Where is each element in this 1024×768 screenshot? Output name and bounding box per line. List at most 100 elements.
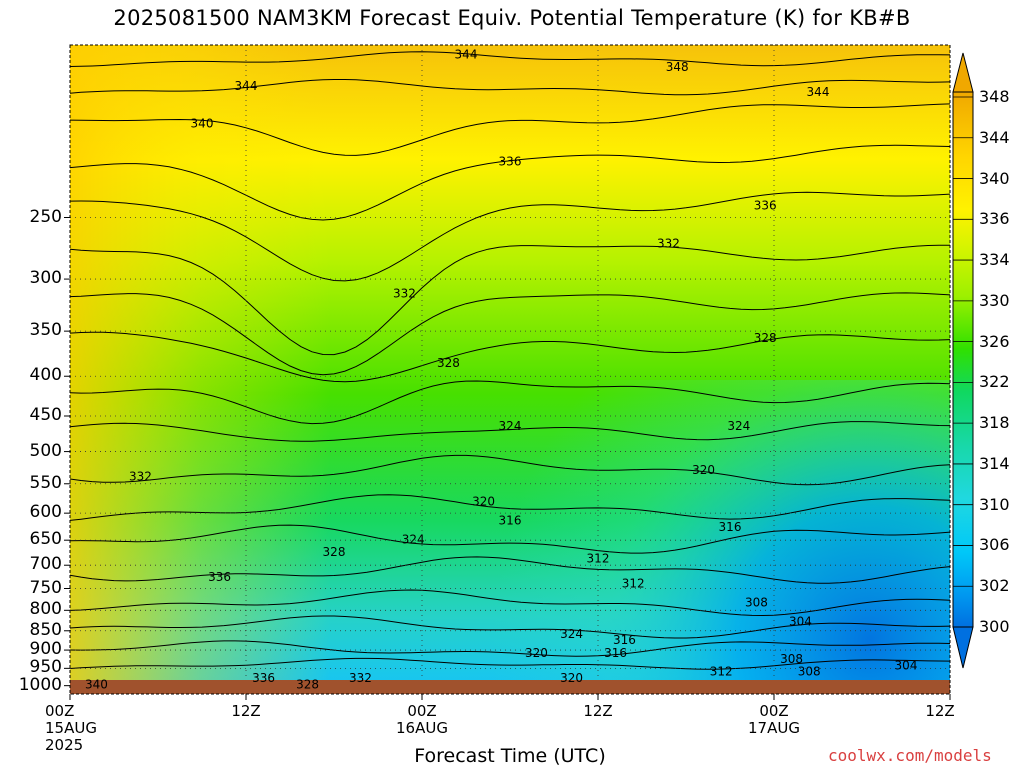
- x-tick-label: 12Z: [201, 703, 291, 720]
- contour-label: 312: [587, 551, 610, 565]
- colorbar-label: 306: [979, 535, 1010, 555]
- contour-label: 316: [604, 646, 627, 660]
- field-layer: [70, 45, 950, 680]
- contour-label: 324: [499, 419, 522, 433]
- colorbar-label: 322: [979, 372, 1010, 392]
- contour-label: 348: [666, 60, 689, 74]
- colorbar-label: 344: [979, 127, 1010, 147]
- contour-label: 336: [252, 671, 275, 685]
- colorbar-label: 310: [979, 494, 1010, 514]
- contour-label: 312: [622, 577, 645, 591]
- contour-label: 344: [235, 79, 258, 93]
- contour-line: [69, 144, 951, 221]
- contour-line: [69, 421, 951, 442]
- colorbar-label: 302: [979, 576, 1010, 596]
- y-tick-label: 800: [29, 599, 62, 620]
- contour-label: 332: [657, 236, 680, 250]
- contour-label: 308: [798, 665, 821, 679]
- colorbar-label: 330: [979, 290, 1010, 310]
- contour-label: 308: [780, 652, 803, 666]
- contour-line: [69, 244, 950, 356]
- y-tick-label: 650: [29, 529, 62, 550]
- x-tick-label-line: 00Z: [759, 702, 789, 720]
- contour-line: [69, 380, 951, 425]
- contour-label: 328: [437, 356, 460, 370]
- y-tick-label: 350: [29, 320, 62, 341]
- contour-line: [69, 494, 951, 521]
- colorbar-label: 348: [979, 87, 1010, 106]
- contour-label: 344: [807, 85, 830, 99]
- contour-label: 332: [393, 287, 416, 301]
- y-tick-label: 900: [29, 639, 62, 660]
- x-tick-label-line: 12Z: [925, 702, 955, 720]
- plot-frame: [69, 44, 951, 695]
- contour-line: [69, 657, 951, 670]
- colorbar-label: 318: [979, 413, 1010, 433]
- y-tick-label: 750: [29, 577, 62, 598]
- contour-line: [69, 615, 951, 639]
- gridlines: [70, 45, 950, 687]
- x-tick-label: 00Z 17AUG: [729, 703, 819, 737]
- contour-label: 336: [208, 570, 231, 584]
- y-tick-label: 250: [29, 206, 62, 227]
- contour-label: 308: [745, 595, 768, 609]
- contour-label: 336: [499, 154, 522, 168]
- contour-label: 340: [85, 677, 108, 691]
- contour-line: [69, 524, 951, 554]
- chart-title: 2025081500 NAM3KM Forecast Equiv. Potent…: [113, 6, 911, 30]
- colorbar-label: 334: [979, 250, 1010, 270]
- x-tick-label-line: 16AUG: [396, 719, 448, 737]
- x-tick-label: 12Z: [895, 703, 985, 720]
- colorbar: [952, 52, 974, 669]
- y-tick-label: 600: [29, 502, 62, 523]
- x-tick-label: 12Z: [553, 703, 643, 720]
- x-tick-label-line: 17AUG: [748, 719, 800, 737]
- contour-label: 324: [560, 627, 583, 641]
- x-tick-label: 00Z 16AUG: [377, 703, 467, 737]
- colorbar-label: 340: [979, 168, 1010, 188]
- contour-line: [69, 556, 951, 584]
- contour-label: 328: [323, 545, 346, 559]
- contour-label: 336: [754, 199, 777, 213]
- y-tick-label: 400: [29, 365, 62, 386]
- contour-line: [69, 79, 951, 96]
- contour-label: 340: [191, 117, 214, 131]
- contour-lines: [69, 51, 951, 670]
- y-tick-label: 1000: [18, 674, 62, 695]
- y-tick-label: 550: [29, 472, 62, 493]
- y-ticks: [64, 217, 70, 687]
- contour-labels: 344 348 344 344 340 336 336 332 332 328 328 324 324 3…: [85, 47, 918, 691]
- y-tick-label: 300: [29, 268, 62, 289]
- ground-surface: [70, 680, 950, 694]
- x-tick-label-line: 15AUG: [45, 719, 97, 737]
- x-tick-label-line: 12Z: [231, 702, 261, 720]
- x-tick-label-line: 12Z: [583, 702, 613, 720]
- credit-link[interactable]: coolwx.com/models: [828, 746, 992, 765]
- contour-label: 316: [719, 520, 742, 534]
- y-tick-label: 500: [29, 440, 62, 461]
- colorbar-label: 300: [979, 617, 1010, 636]
- y-tick-label: 950: [29, 657, 62, 678]
- x-tick-label-line: 00Z: [407, 702, 437, 720]
- x-ticks: [69, 694, 951, 700]
- colorbar-ticks: [953, 96, 973, 628]
- contour-label: 320: [692, 463, 715, 477]
- contour-label: 316: [613, 633, 636, 647]
- contour-label: 320: [472, 495, 495, 509]
- contour-label: 332: [349, 671, 372, 685]
- contour-line: [69, 589, 951, 617]
- contour-label: 320: [560, 671, 583, 685]
- contour-label: 328: [296, 677, 319, 691]
- colorbar-label: 326: [979, 331, 1010, 351]
- x-tick-label: 00Z 15AUG 2025: [45, 703, 135, 754]
- contour-line: [69, 454, 951, 486]
- contour-label: 312: [710, 665, 733, 679]
- contour-label: 304: [789, 614, 812, 628]
- colorbar-label: 314: [979, 453, 1010, 473]
- contour-line: [69, 191, 951, 282]
- contour-line: [69, 51, 951, 67]
- contour-label: 324: [402, 532, 425, 546]
- contour-line: [69, 640, 951, 657]
- contour-label: 320: [525, 646, 548, 660]
